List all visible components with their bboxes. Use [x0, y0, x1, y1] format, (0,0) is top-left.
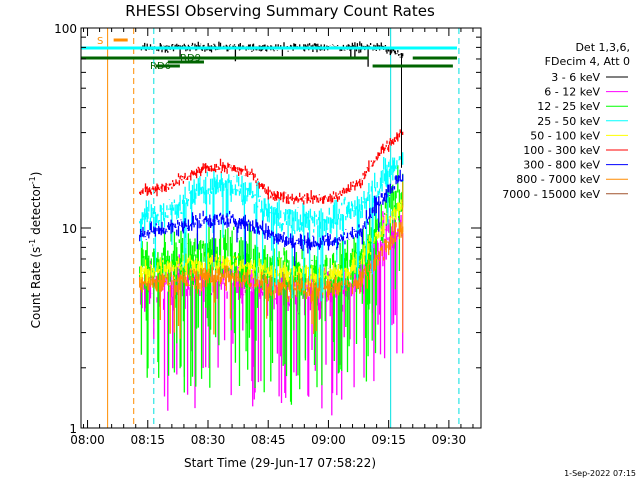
series-800-7000-kev [139, 222, 404, 339]
legend-label: 100 - 300 keV [523, 144, 600, 157]
y-tick-label: 10 [62, 222, 77, 236]
footer-timestamp: 1-Sep-2022 07:15 [564, 469, 636, 478]
axes: 08:00 08:15 08:30 08:45 09:00 09:15 09:30 1 10 10… [54, 22, 482, 447]
y-axis-label: Count Rate (s-1 detector-1) [28, 172, 43, 329]
legend-label: 12 - 25 keV [537, 100, 600, 113]
y-tick-label: 1 [69, 422, 77, 436]
x-axis-label: Start Time (29-Jun-17 07:58:22) [184, 456, 376, 470]
legend-label: 50 - 100 keV [530, 129, 600, 142]
legend-label: 7000 - 15000 keV [502, 188, 600, 201]
series-100-300-trace [139, 129, 404, 205]
series-25-50-trace [139, 152, 404, 302]
series-100-300-kev [139, 129, 404, 205]
x-tick-label: 08:15 [130, 433, 165, 447]
x-tick-label: 08:30 [191, 433, 226, 447]
x-tick-label: 09:30 [432, 433, 467, 447]
series-800-7000-trace [139, 222, 404, 339]
legend-label: 6 - 12 keV [544, 86, 600, 99]
legend-label: 300 - 800 keV [523, 159, 600, 172]
chart-title: RHESSI Observing Summary Count Rates [125, 2, 435, 20]
legend-label: 800 - 7000 keV [516, 173, 600, 186]
legend-header-line1: Det 1,3,6, [575, 41, 630, 54]
legend-label: 3 - 6 keV [551, 71, 600, 84]
x-tick-label: 08:45 [251, 433, 286, 447]
flag-label-s: S [97, 36, 103, 47]
time-markers [107, 28, 460, 428]
flag-bars [81, 38, 457, 68]
series-300-800-trace [139, 169, 404, 266]
legend-label: 25 - 50 keV [537, 115, 600, 128]
legend-header-line2: FDecim 4, Att 0 [545, 55, 630, 68]
x-tick-label: 08:00 [70, 433, 105, 447]
series-300-800-kev [139, 169, 404, 266]
y-tick-label: 100 [54, 22, 77, 36]
series-25-50-kev [139, 152, 404, 302]
data-series [139, 41, 404, 416]
x-tick-label: 09:15 [371, 433, 406, 447]
x-tick-label: 09:00 [311, 433, 346, 447]
